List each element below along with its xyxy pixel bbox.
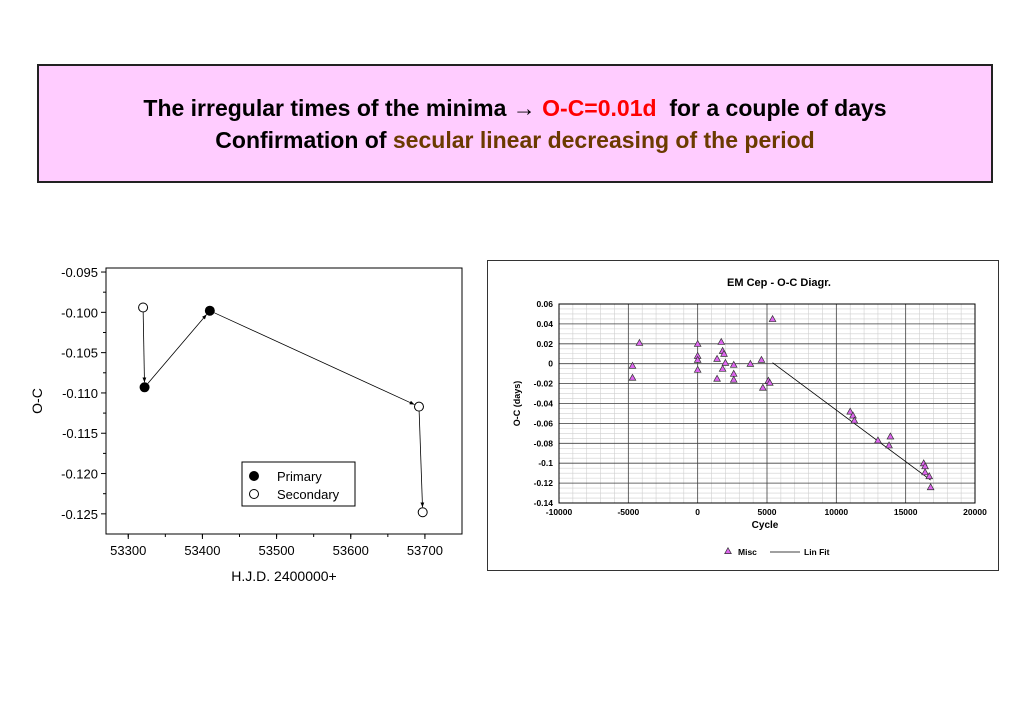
y-tick-label: -0.105 — [61, 346, 98, 361]
title-secular-text: secular linear decreasing of the period — [392, 126, 815, 153]
secondary-point — [417, 507, 428, 518]
plot-area-frame — [105, 267, 463, 535]
arrow-symbol: → — [512, 94, 536, 121]
legend-primary-label: Primary — [277, 469, 322, 484]
y-tick-label: -0.06 — [534, 418, 554, 428]
misc-data-point — [885, 441, 893, 449]
misc-data-point — [846, 407, 855, 415]
misc-data-point — [746, 359, 755, 367]
y-tick-label: -0.14 — [534, 498, 554, 508]
x-tick-label: 0 — [695, 507, 700, 517]
misc-data-point — [874, 436, 882, 444]
y-tick-label: 0 — [548, 359, 553, 369]
y-tick-label: -0.110 — [62, 386, 98, 401]
misc-data-point — [628, 361, 637, 369]
misc-data-point — [693, 339, 702, 347]
misc-data-point — [729, 360, 738, 368]
title-line1-suffix: for a couple of days — [656, 94, 887, 121]
title-box: The irregular times of the minima → O-C=… — [37, 64, 993, 183]
misc-data-point — [886, 432, 895, 440]
title-line-1: The irregular times of the minima → O-C=… — [143, 92, 886, 124]
y-tick-label: -0.04 — [534, 399, 554, 409]
y-tick-label: -0.120 — [61, 467, 98, 482]
misc-data-point — [729, 375, 738, 383]
connecting-arrow — [142, 312, 147, 383]
right-y-axis-label: O-C (days) — [512, 381, 522, 427]
right-x-axis-label: Cycle — [752, 520, 779, 531]
x-tick-label: 53700 — [407, 543, 443, 558]
primary-point — [204, 305, 215, 316]
misc-data-point — [693, 365, 702, 373]
misc-data-point — [729, 369, 738, 377]
misc-data-point — [713, 354, 721, 362]
misc-data-point — [925, 472, 934, 480]
x-tick-label: 10000 — [825, 507, 849, 517]
y-tick-label: -0.02 — [534, 379, 554, 389]
misc-data-point — [720, 349, 728, 357]
right-oc-chart: EM Cep - O-C Diagr. -10000 -5000 0 5000 10000… — [512, 277, 987, 557]
primary-point — [139, 382, 150, 393]
misc-data-point — [635, 338, 644, 346]
misc-data-point — [921, 468, 929, 476]
left-oc-chart: 53300 53400 53500 53600 53700 -0.095 -0.100 -0.… — [29, 265, 463, 584]
y-tick-label: -0.125 — [61, 507, 98, 522]
connecting-arrow — [214, 312, 415, 405]
legend-misc-label: Misc — [738, 547, 757, 557]
y-tick-label: -0.100 — [61, 305, 98, 320]
y-tick-label: -0.08 — [534, 438, 554, 448]
legend-secondary-marker — [249, 489, 259, 499]
y-tick-label: 0.02 — [536, 339, 553, 349]
legend-misc-marker — [724, 546, 732, 554]
y-tick-label: -0.1 — [538, 458, 553, 468]
misc-data-point — [757, 355, 766, 363]
misc-data-point — [721, 358, 730, 366]
x-tick-label: 20000 — [963, 507, 987, 517]
misc-data-point — [717, 337, 726, 345]
misc-data-point — [693, 355, 702, 363]
title-line2-text: Confirmation of — [215, 126, 393, 153]
misc-data-point — [765, 378, 774, 386]
x-tick-label: 15000 — [894, 507, 918, 517]
y-tick-label: -0.095 — [61, 265, 98, 280]
right-plot-frame — [558, 303, 976, 504]
title-line1-text: The irregular times of the minima — [143, 94, 513, 121]
misc-data-point — [926, 483, 935, 491]
secondary-point — [138, 302, 149, 313]
y-tick-label: 0.04 — [536, 319, 553, 329]
connecting-arrow — [418, 411, 425, 508]
x-axis-label: H.J.D. 2400000+ — [231, 568, 336, 584]
y-tick-label: -0.12 — [534, 478, 554, 488]
right-chart-frame: EM Cep - O-C Diagr. -10000 -5000 0 5000 10000… — [487, 260, 999, 571]
misc-data-point — [713, 374, 721, 382]
x-tick-label: 53600 — [333, 543, 369, 558]
title-oc-value: O-C=0.01d — [542, 94, 657, 121]
x-tick-label: -10000 — [546, 507, 573, 517]
x-tick-label: 53500 — [259, 543, 295, 558]
misc-data-point — [718, 364, 727, 372]
misc-data-point — [768, 314, 777, 322]
legend-secondary-label: Secondary — [277, 487, 340, 502]
secondary-point — [413, 401, 424, 412]
misc-data-point — [849, 411, 857, 419]
title-line-2: Confirmation of secular linear decreasin… — [215, 124, 814, 156]
y-axis-label: O-C — [29, 388, 45, 414]
legend-primary-marker — [249, 471, 259, 481]
x-tick-label: 5000 — [758, 507, 777, 517]
connecting-arrow — [147, 314, 207, 384]
misc-data-point — [850, 416, 859, 424]
x-tick-label: 53400 — [184, 543, 220, 558]
misc-data-point — [758, 383, 767, 391]
misc-data-point — [628, 373, 637, 381]
x-tick-label: 53300 — [110, 543, 146, 558]
y-tick-label: -0.115 — [62, 426, 98, 441]
legend-linfit-label: Lin Fit — [804, 547, 830, 557]
x-tick-label: -5000 — [617, 507, 639, 517]
legend-box — [241, 461, 356, 507]
right-chart-title: EM Cep - O-C Diagr. — [727, 277, 831, 289]
y-tick-label: 0.06 — [536, 299, 553, 309]
